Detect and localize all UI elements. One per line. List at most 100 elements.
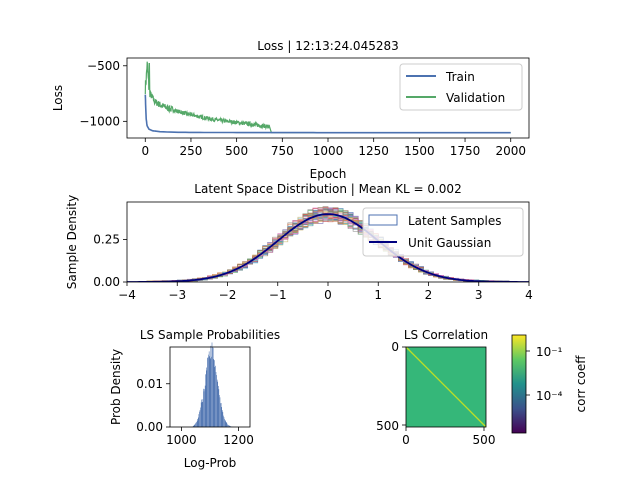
log-prob-bar (215, 371, 217, 427)
prob-ytick-label: 0.01 (136, 377, 163, 391)
latent-xtick-label: 1 (374, 288, 382, 302)
correlation-title: LS Correlation (404, 328, 488, 342)
log-prob-bar (214, 367, 216, 427)
log-prob-bar (208, 351, 210, 427)
log-prob-bar (224, 419, 225, 427)
prob-xtick-label: 1200 (223, 433, 254, 447)
log-prob-bar (219, 395, 220, 427)
loss-panel: Loss | 12:13:24.045283 0 250 500 750 1000 125… (51, 39, 530, 181)
log-prob-bar (209, 356, 210, 427)
loss-xtick-label: 750 (271, 144, 294, 158)
log-prob-bar (223, 417, 225, 427)
train-loss-line (144, 94, 511, 134)
log-prob-bar (217, 381, 218, 427)
loss-ytick-label: −1000 (79, 114, 120, 128)
log-prob-bar (194, 424, 195, 427)
log-prob-bar (195, 423, 196, 427)
log-prob-bar (213, 359, 214, 427)
latent-xtick-label: 3 (475, 288, 483, 302)
latent-xtick-label: 0 (324, 288, 332, 302)
loss-ylabel: Loss (51, 85, 65, 111)
prob-xtick-label: 1000 (166, 433, 197, 447)
log-prob-bar (218, 385, 219, 427)
log-prob-bar (230, 426, 231, 427)
log-prob-bar (215, 365, 216, 427)
log-prob-bar (197, 418, 198, 427)
latent-panel: Latent Space Distribution | Mean KL = 0.… (65, 182, 533, 302)
log-prob-bar (214, 360, 215, 427)
colorbar-gradient (511, 334, 527, 434)
log-prob-bar (195, 422, 197, 427)
log-prob-bar (208, 354, 209, 427)
loss-xtick-label: 1000 (313, 144, 344, 158)
log-prob-bar (226, 422, 227, 427)
latent-ytick-label: 0.00 (93, 275, 120, 289)
loss-xtick-label: 500 (225, 144, 248, 158)
log-prob-bar (220, 403, 222, 427)
log-prob-bar (204, 385, 206, 427)
log-prob-bar (227, 424, 229, 427)
log-prob-bar (202, 399, 204, 427)
latent-legend: Latent Samples Unit Gaussian (362, 207, 524, 257)
log-prob-bar (198, 417, 199, 427)
log-prob-bar (219, 397, 221, 427)
latent-xtick-label: 2 (425, 288, 433, 302)
log-prob-bar (212, 347, 214, 427)
unit-gaussian-line (127, 213, 529, 282)
log-prob-bar (198, 414, 200, 427)
log-prob-bar (229, 425, 230, 427)
log-prob-bar (211, 342, 213, 427)
log-prob-bar (218, 389, 220, 427)
loss-xtick-label: 2000 (495, 144, 526, 158)
log-prob-bar (207, 358, 208, 427)
log-prob-bar (226, 422, 228, 427)
log-prob-bar (220, 403, 221, 427)
log-prob-bar (228, 425, 230, 427)
correlation-diagonal (405, 346, 487, 428)
log-prob-bar (204, 389, 205, 427)
log-prob-bar (203, 388, 204, 427)
loss-title: Loss | 12:13:24.045283 (257, 39, 399, 53)
probabilities-axes-frame (169, 346, 251, 428)
probabilities-ylabel: Prob Density (109, 349, 123, 425)
log-prob-bar (211, 356, 212, 427)
loss-xtick-label: 1500 (404, 144, 435, 158)
corr-ytick-0: 0 (391, 340, 399, 354)
log-prob-bar (222, 410, 223, 427)
prob-ytick-label: 0.00 (136, 420, 163, 434)
legend-latent-samples-label: Latent Samples (408, 214, 502, 228)
log-prob-bar (227, 424, 228, 427)
corr-ytick-500: 500 (376, 419, 399, 433)
log-prob-bar (196, 420, 198, 427)
legend-validation-label: Validation (446, 91, 505, 105)
log-prob-bar (193, 425, 194, 427)
correlation-panel: LS Correlation 0 500 0 500 10⁻¹ 10⁻⁴ cor… (376, 328, 588, 447)
log-prob-bar (196, 422, 197, 427)
log-prob-bar (225, 421, 226, 427)
loss-xtick-label: 1250 (358, 144, 389, 158)
latent-ytick-label: 0.25 (93, 232, 120, 246)
latent-xtick-label: 4 (525, 288, 533, 302)
log-prob-bar (228, 425, 229, 427)
log-prob-bar (199, 411, 200, 427)
log-prob-bar (194, 424, 196, 427)
loss-xtick-label: 1750 (450, 144, 481, 158)
loss-ytick-label: −500 (87, 59, 120, 73)
log-prob-bar (200, 407, 201, 427)
latent-legend-box (362, 207, 524, 257)
legend-latent-samples-swatch (368, 214, 398, 226)
loss-legend: Train Validation (399, 63, 523, 111)
latent-ylabel: Sample Density (65, 195, 79, 289)
log-prob-bar (221, 407, 222, 427)
log-prob-bar (223, 415, 224, 427)
correlation-ticks: 0 500 0 500 (376, 340, 495, 447)
legend-unit-gaussian-label: Unit Gaussian (408, 236, 491, 250)
correlation-colorbar: 10⁻¹ 10⁻⁴ corr coeff (511, 334, 588, 434)
colorbar-tick-high: 10⁻¹ (536, 345, 563, 359)
log-prob-bar (207, 357, 209, 427)
loss-xtick-label: 250 (180, 144, 203, 158)
latent-xtick-label: −4 (118, 288, 136, 302)
log-prob-bar (201, 399, 202, 427)
log-prob-bar (216, 379, 218, 427)
